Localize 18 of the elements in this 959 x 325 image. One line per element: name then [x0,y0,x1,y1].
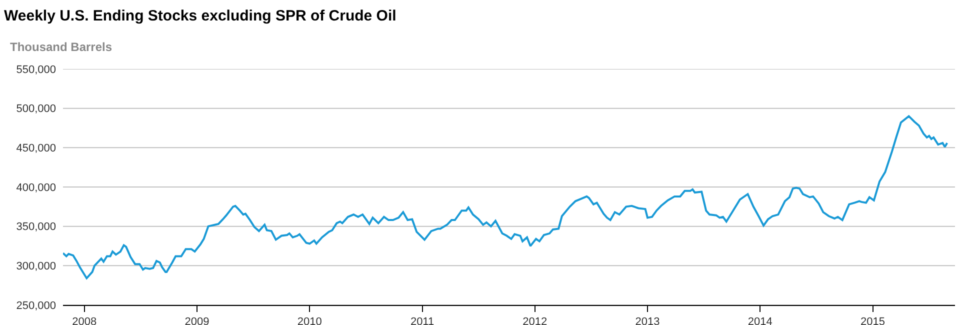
y-tick-label: 450,000 [16,142,56,155]
x-tick-label: 2014 [748,316,772,325]
y-tick-label: 550,000 [16,64,56,76]
y-tick-label: 500,000 [16,103,56,116]
x-tick-label: 2015 [860,316,886,325]
x-tick-label: 2009 [184,316,210,325]
chart-title: Weekly U.S. Ending Stocks excluding SPR of Crude Oil [4,7,396,24]
y-tick-label: 400,000 [16,182,56,194]
y-tick-label: 300,000 [16,260,56,273]
y-axis-title: Thousand Barrels [10,40,112,54]
y-tick-label: 250,000 [16,300,56,312]
x-tick-label: 2013 [635,316,660,325]
line-series [63,115,948,280]
y-tick-label: 350,000 [16,221,56,234]
x-tick-label: 2012 [522,316,548,325]
x-tick-label: 2008 [72,316,97,325]
x-tick-label: 2011 [410,316,434,325]
x-tick-label: 2010 [297,316,322,325]
